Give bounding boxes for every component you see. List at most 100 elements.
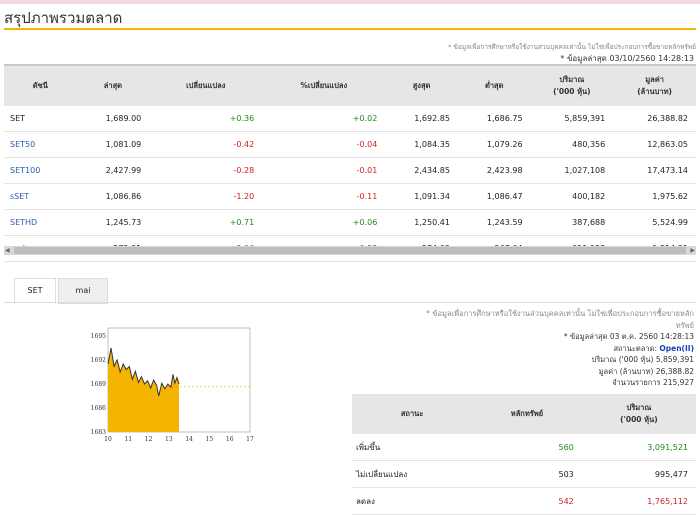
index-change: -1.20	[149, 183, 263, 210]
market-info-panel: * ข้อมูลเพื่อการศึกษาหรือใช้งานส่วนบุคคล…	[364, 308, 694, 389]
stat-table-header: สถานะ หลักทรัพย์ ปริมาณ ('000 หุ้น)	[352, 394, 696, 434]
index-volume: 400,182	[530, 183, 614, 210]
index-link-set100[interactable]: SET100	[4, 157, 77, 184]
table-row: SET 1,689.00 +0.36 +0.02 1,692.85 1,686.…	[4, 106, 696, 132]
index-pct-change: -0.11	[262, 183, 386, 210]
index-pct-change: +0.06	[262, 209, 386, 236]
tab-divider	[4, 302, 696, 303]
y-tick-label: 1683	[91, 429, 106, 436]
x-tick-label: 11	[124, 436, 132, 443]
index-pct-change: -0.04	[262, 131, 386, 158]
stat-count: 560	[472, 434, 582, 461]
top-accent-bar	[0, 0, 700, 4]
stat-volume: 995,477	[581, 460, 696, 488]
stat-count: 542	[472, 487, 582, 515]
index-high: 1,692.85	[385, 106, 458, 132]
index-high: 2,434.85	[385, 157, 458, 184]
index-high: 1,084.35	[385, 131, 458, 158]
stat-label: ลดลง	[352, 487, 473, 515]
y-tick-label: 1689	[91, 381, 106, 388]
col-header-change: เปลี่ยนแปลง	[149, 64, 263, 106]
tab-set[interactable]: SET	[14, 278, 56, 304]
index-link-set50[interactable]: SET50	[4, 131, 77, 158]
index-low: 1,686.75	[457, 106, 531, 132]
table-row: sSET 1,086.86 -1.20 -0.11 1,091.34 1,086…	[4, 183, 696, 210]
index-low: 1,243.59	[457, 209, 531, 236]
index-last: 1,086.86	[76, 183, 150, 210]
col-header-status: สถานะ	[352, 394, 473, 434]
x-tick-label: 10	[104, 436, 112, 443]
arrow-left-icon[interactable]: ◀	[5, 247, 10, 254]
last-updated-note: * ข้อมูลล่าสุด 03/10/2560 14:28:13	[560, 54, 694, 63]
value-label: มูลค่า (ล้านบาท)	[598, 366, 654, 376]
trades-label: จำนวนรายการ	[612, 378, 661, 387]
volume-label: ปริมาณ ('000 หุ้น)	[591, 355, 654, 364]
volume-value: 5,859,391	[655, 355, 694, 364]
index-link-sset[interactable]: sSET	[4, 183, 77, 210]
stat-label: เพิ่มขึ้น	[352, 434, 473, 461]
index-value: 17,473.14	[613, 157, 696, 184]
x-tick-label: 12	[145, 436, 153, 443]
index-pct-change: -0.01	[262, 157, 386, 184]
col-header-securities: หลักทรัพย์	[472, 394, 582, 434]
index-volume: 5,859,391	[530, 106, 614, 132]
stat-volume: 3,091,521	[581, 434, 696, 461]
x-tick-label: 14	[185, 436, 193, 443]
tab-mai[interactable]: mai	[58, 278, 108, 304]
status-label: สถานะตลาด:	[613, 343, 657, 353]
x-tick-label: 16	[226, 436, 234, 443]
x-tick-label: 15	[206, 436, 214, 443]
trades-value: 215,927	[662, 378, 694, 387]
col-header-low: ต่ำสุด	[457, 64, 531, 106]
info-status-line: สถานะตลาด: Open(II)	[364, 343, 694, 355]
scrollbar-thumb[interactable]	[14, 247, 686, 254]
table-row: ไม่เปลี่ยนแปลง 503 995,477	[352, 460, 696, 488]
index-pct-change: +0.02	[262, 106, 386, 132]
col-header-volume: ปริมาณ ('000 หุ้น)	[530, 64, 614, 106]
index-change: +0.71	[149, 209, 263, 236]
table-row: SET100 2,427.99 -0.28 -0.01 2,434.85 2,4…	[4, 157, 696, 184]
index-volume: 387,688	[530, 209, 614, 236]
col-header-stat-volume: ปริมาณ ('000 หุ้น)	[581, 394, 696, 434]
index-value: 26,388.82	[613, 106, 696, 132]
status-value: Open(II)	[659, 343, 694, 353]
table-row: เพิ่มขึ้น 560 3,091,521	[352, 434, 696, 461]
y-tick-label: 1692	[91, 357, 106, 364]
stat-label: ไม่เปลี่ยนแปลง	[352, 460, 473, 488]
x-tick-label: 13	[165, 436, 173, 443]
x-tick-label: 17	[246, 436, 254, 443]
index-table: ดัชนี ล่าสุด เปลี่ยนแปลง %เปลี่ยนแปลง สู…	[4, 64, 696, 262]
info-volume-line: ปริมาณ ('000 หุ้น) 5,859,391	[364, 354, 694, 366]
index-change: -0.28	[149, 157, 263, 184]
col-header-pct-change: %เปลี่ยนแปลง	[262, 64, 386, 106]
index-last: 1,689.00	[76, 106, 150, 132]
index-table-header: ดัชนี ล่าสุด เปลี่ยนแปลง %เปลี่ยนแปลง สู…	[4, 64, 696, 106]
info-disclaimer-cont: ทรัพย์	[675, 320, 694, 330]
value-value: 26,388.82	[655, 366, 694, 376]
index-change: -0.42	[149, 131, 263, 158]
index-volume: 480,356	[530, 131, 614, 158]
info-updated: * ข้อมูลล่าสุด 03 ต.ค. 2560 14:28:13	[563, 332, 694, 341]
info-trades-line: จำนวนรายการ 215,927	[364, 377, 694, 389]
index-value: 1,975.62	[613, 183, 696, 210]
advance-decline-table: สถานะ หลักทรัพย์ ปริมาณ ('000 หุ้น) เพิ่…	[352, 394, 696, 515]
index-change: +0.36	[149, 106, 263, 132]
disclaimer-note: * ข้อมูลเพื่อการศึกษาหรือใช้งานส่วนบุคคล…	[448, 43, 696, 51]
index-high: 1,091.34	[385, 183, 458, 210]
stat-volume: 1,765,112	[581, 487, 696, 515]
table-row: SETHD 1,245.73 +0.71 +0.06 1,250.41 1,24…	[4, 209, 696, 236]
index-link-sethd[interactable]: SETHD	[4, 209, 77, 236]
table-row: SET50 1,081.09 -0.42 -0.04 1,084.35 1,07…	[4, 131, 696, 158]
index-value: 12,863.05	[613, 131, 696, 158]
index-last: 2,427.99	[76, 157, 150, 184]
table-row: ลดลง 542 1,765,112	[352, 487, 696, 515]
col-header-value: มูลค่า (ล้านบาท)	[613, 64, 696, 106]
arrow-right-icon[interactable]: ▶	[690, 247, 695, 254]
title-underline	[4, 28, 696, 30]
col-header-high: สูงสุด	[385, 64, 458, 106]
y-tick-label: 1686	[91, 405, 106, 412]
stat-count: 503	[472, 460, 582, 488]
horizontal-scrollbar[interactable]: ◀ ▶	[4, 246, 696, 255]
col-header-last: ล่าสุด	[76, 64, 150, 106]
